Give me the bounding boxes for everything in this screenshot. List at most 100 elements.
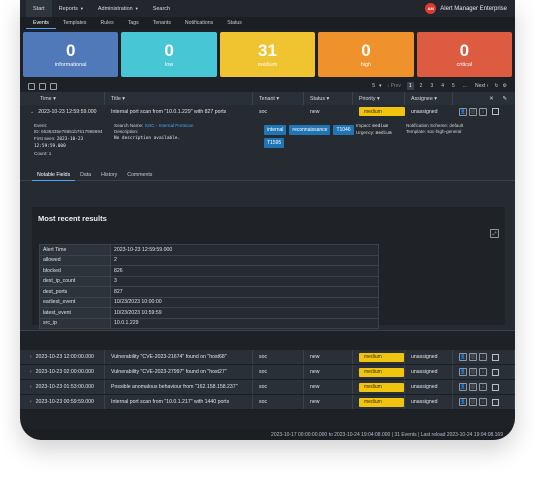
page-1[interactable]: 1 (406, 82, 414, 90)
tab-notable-fields[interactable]: Notable Fields (32, 170, 76, 181)
tab-tags[interactable]: Tags (127, 20, 139, 26)
tab-history[interactable]: History (101, 172, 118, 178)
next-page-button[interactable]: Next › (474, 83, 489, 89)
table-row[interactable]: › 2023-10-23 02:00:00.000 Vulnerability "… (20, 365, 515, 380)
export-icon[interactable] (28, 82, 35, 90)
tab-data[interactable]: Data (80, 172, 92, 178)
info-icon[interactable]: ⓘ (469, 107, 477, 116)
table-row[interactable]: ⌄ 2023-10-23 12:59:59.000 Internal port … (20, 105, 515, 118)
tab-events[interactable]: Events (26, 17, 56, 29)
sort-icon: ▾ (122, 95, 125, 102)
tile-high[interactable]: 0 high (318, 32, 414, 77)
nav-reports[interactable]: Reports ▼ (58, 5, 84, 12)
tile-count: 0 (459, 40, 470, 60)
info-icon[interactable]: ⓘ (469, 353, 477, 361)
priority-badge[interactable]: medium (359, 382, 404, 392)
page-ellipsis: ... (462, 83, 467, 89)
col-tenant[interactable]: Tenant ▾ (253, 92, 304, 105)
tab-rules[interactable]: Rules (100, 20, 114, 26)
tile-label: critical (456, 61, 473, 68)
tile-low[interactable]: 0 low (121, 32, 217, 77)
tab-tenants[interactable]: Tenants (152, 20, 171, 26)
page-size-select[interactable]: 5 (372, 83, 376, 89)
chevron-right-icon[interactable]: › (30, 369, 32, 375)
more-menu-icon[interactable]: ⋮ (479, 353, 487, 361)
tile-critical[interactable]: 0 critical (416, 32, 513, 77)
assign-user-icon[interactable]: 👤 (459, 383, 467, 391)
nav-start[interactable]: Start (26, 0, 52, 17)
table-row[interactable]: › 2023-10-23 01:53:00.000 Possible anomal… (20, 380, 515, 395)
col-assignee[interactable]: Assignee ▾ (405, 92, 453, 105)
row-checkbox[interactable] (492, 398, 499, 406)
col-title[interactable]: Title ▾ (105, 92, 253, 105)
col-priority[interactable]: Priority ▾ (353, 92, 405, 105)
tile-informational[interactable]: 0 informational (23, 32, 119, 77)
assign-user-icon[interactable]: 👤 (459, 368, 467, 376)
top-nav: Start Reports ▼ Administration ▼ Search AM… (20, 0, 515, 17)
priority-badge[interactable]: medium (359, 367, 404, 377)
edit-icon[interactable]: ✎ (502, 95, 507, 102)
page-5[interactable]: 5 (452, 83, 455, 89)
search-name-link[interactable]: SOC - Internal Portscan (144, 123, 194, 128)
page-2[interactable]: 2 (419, 83, 423, 89)
table-row: latest_event 10/23/2023 10:59:59 (39, 307, 379, 319)
col-status[interactable]: Status ▾ (304, 92, 353, 105)
nav-search[interactable]: Search (152, 5, 171, 12)
refresh-view-icon[interactable] (39, 82, 46, 90)
col-time[interactable]: Time ▾ (20, 92, 105, 105)
tab-comments[interactable]: Comments (127, 172, 153, 178)
tile-medium[interactable]: 31 medium (219, 32, 316, 77)
detail-tabs: Notable Fields Data History Comments (20, 170, 515, 181)
priority-badge[interactable]: medium (359, 397, 404, 407)
row-checkbox[interactable] (492, 383, 499, 391)
assign-user-icon[interactable]: 👤 (459, 353, 467, 361)
tile-count: 0 (361, 40, 371, 60)
settings-icon[interactable]: ⚙ (502, 83, 507, 89)
sub-nav: Events Templates Rules Tags Tenants Noti… (20, 17, 515, 29)
page-4[interactable]: 4 (441, 83, 445, 89)
chevron-right-icon[interactable]: › (30, 399, 32, 405)
info-icon[interactable]: ⓘ (469, 368, 477, 376)
tab-status[interactable]: Status (227, 20, 242, 26)
info-icon[interactable]: ⓘ (469, 398, 477, 406)
chevron-right-icon[interactable]: › (30, 354, 32, 360)
tile-label: low (164, 61, 174, 68)
caret-down-icon: ▼ (79, 6, 84, 11)
tab-templates[interactable]: Templates (62, 20, 87, 26)
priority-badge[interactable]: medium (359, 352, 404, 362)
info-icon[interactable]: ⓘ (469, 383, 477, 391)
table-row[interactable]: › 2023-10-23 12:00:00.000 Vulnerability "… (20, 350, 515, 365)
priority-badge[interactable]: medium (359, 107, 405, 116)
tag-t1595[interactable]: T1595 (264, 138, 285, 148)
row-checkbox[interactable] (492, 368, 499, 376)
refresh-icon[interactable]: ↻ (494, 83, 499, 89)
assign-user-icon[interactable]: 👤 (459, 107, 467, 116)
more-menu-icon[interactable]: ⋮ (479, 107, 487, 116)
page-3[interactable]: 3 (430, 83, 434, 89)
tag-list: internal reconnaissance T1046 T1595 (264, 123, 356, 170)
more-menu-icon[interactable]: ⋮ (479, 383, 487, 391)
chevron-down-icon[interactable]: ⌄ (30, 108, 35, 115)
table-row: dest_ports 827 (39, 286, 379, 298)
more-menu-icon[interactable]: ⋮ (479, 368, 487, 376)
tag-t1046[interactable]: T1046 (333, 125, 354, 135)
assign-user-icon[interactable]: 👤 (459, 398, 467, 406)
tag-reconnaissance[interactable]: reconnaissance (289, 125, 331, 135)
more-menu-icon[interactable]: ⋮ (479, 398, 487, 406)
nav-administration[interactable]: Administration ▼ (97, 5, 139, 12)
sort-icon: ▾ (434, 95, 437, 102)
tile-label: informational (54, 61, 87, 68)
row-checkbox[interactable] (492, 353, 499, 361)
chevron-right-icon[interactable]: › (30, 384, 32, 390)
tag-internal[interactable]: internal (264, 125, 287, 135)
tab-notifications[interactable]: Notifications (184, 20, 214, 26)
prev-page-button[interactable]: ‹ Prev (387, 83, 401, 89)
sort-icon: ▾ (53, 95, 56, 102)
open-search-icon[interactable]: ⤢ (490, 229, 499, 238)
columns-icon[interactable] (50, 82, 57, 90)
table-row: allowed 2 (39, 254, 379, 266)
close-icon[interactable]: ✕ (489, 95, 494, 102)
brand: AM Alert Manager Enterprise (425, 3, 507, 14)
row-checkbox[interactable] (492, 108, 499, 115)
table-row[interactable]: › 2023-10-23 00:59:59.000 Internal port s… (20, 395, 515, 410)
